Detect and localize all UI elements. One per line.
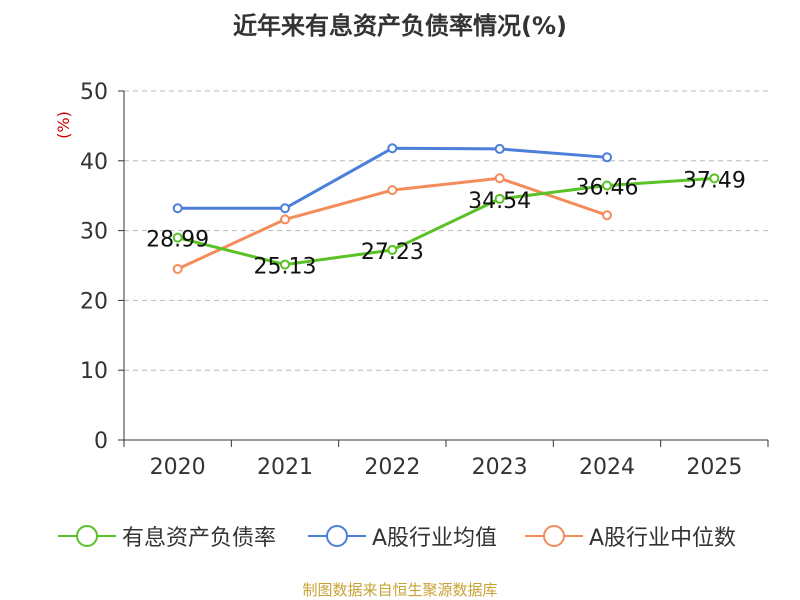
y-tick-label: 50: [80, 80, 108, 105]
y-tick-label: 30: [80, 220, 108, 245]
data-point[interactable]: [494, 173, 505, 184]
data-label: 25.13: [254, 255, 317, 280]
gridlines: [124, 90, 768, 371]
x-tick-label: 2025: [686, 455, 742, 480]
legend-item-interest-bearing-debt-ratio[interactable]: 有息资产负债率: [56, 521, 276, 551]
data-point[interactable]: [280, 259, 290, 270]
data-point[interactable]: [387, 185, 398, 196]
chart-title: 近年来有息资产负债率情况(%): [233, 12, 567, 40]
y-tick-label: 20: [80, 289, 108, 314]
legend-item-industry-median[interactable]: A股行业中位数: [523, 521, 736, 551]
axes: 0 10 20 30 40 50 2020 2021 2022 2023 2024 2025: [80, 80, 769, 480]
y-tick-label: 0: [94, 429, 108, 454]
legend-swatch-icon: [525, 525, 583, 547]
series-line-1: [177, 146, 608, 210]
legend-swatch-icon: [58, 525, 116, 547]
data-label: 28.99: [146, 228, 209, 253]
x-tick-label: 2024: [579, 455, 635, 480]
data-point[interactable]: [280, 203, 290, 214]
data-point[interactable]: [387, 244, 398, 255]
data-point[interactable]: [602, 152, 612, 163]
y-tick-label: 10: [80, 359, 108, 384]
data-point[interactable]: [172, 203, 183, 214]
x-tick-label: 2021: [257, 455, 313, 480]
data-label: 37.49: [683, 168, 746, 193]
legend-label: A股行业均值: [372, 526, 498, 551]
data-point[interactable]: [602, 210, 612, 221]
data-point[interactable]: [494, 193, 505, 204]
series-lines: [172, 143, 720, 274]
legend-swatch-icon: [308, 525, 366, 547]
data-point[interactable]: [172, 232, 183, 243]
data-point[interactable]: [494, 143, 505, 154]
legend-label: A股行业中位数: [589, 526, 737, 551]
series-line-0: [177, 176, 715, 267]
data-point[interactable]: [709, 173, 720, 184]
data-label: 27.23: [361, 240, 424, 265]
y-axis-unit-label: (%): [54, 111, 73, 139]
legend-label: 有息资产负债率: [122, 526, 277, 551]
legend-item-industry-average[interactable]: A股行业均值: [306, 521, 497, 551]
x-tick-label: 2022: [364, 455, 420, 480]
data-point[interactable]: [172, 263, 183, 274]
data-label: 34.54: [468, 189, 531, 214]
data-point[interactable]: [387, 143, 398, 154]
y-tick-label: 40: [80, 150, 108, 175]
data-labels: 28.99 25.13 27.23 34.54 36.46 37.49: [146, 168, 746, 279]
data-point[interactable]: [280, 214, 290, 225]
data-point[interactable]: [602, 180, 612, 191]
x-tick-label: 2020: [150, 455, 206, 480]
source-note: 制图数据来自恒生聚源数据库: [302, 581, 498, 599]
x-tick-label: 2023: [472, 455, 528, 480]
data-label: 36.46: [576, 176, 639, 201]
